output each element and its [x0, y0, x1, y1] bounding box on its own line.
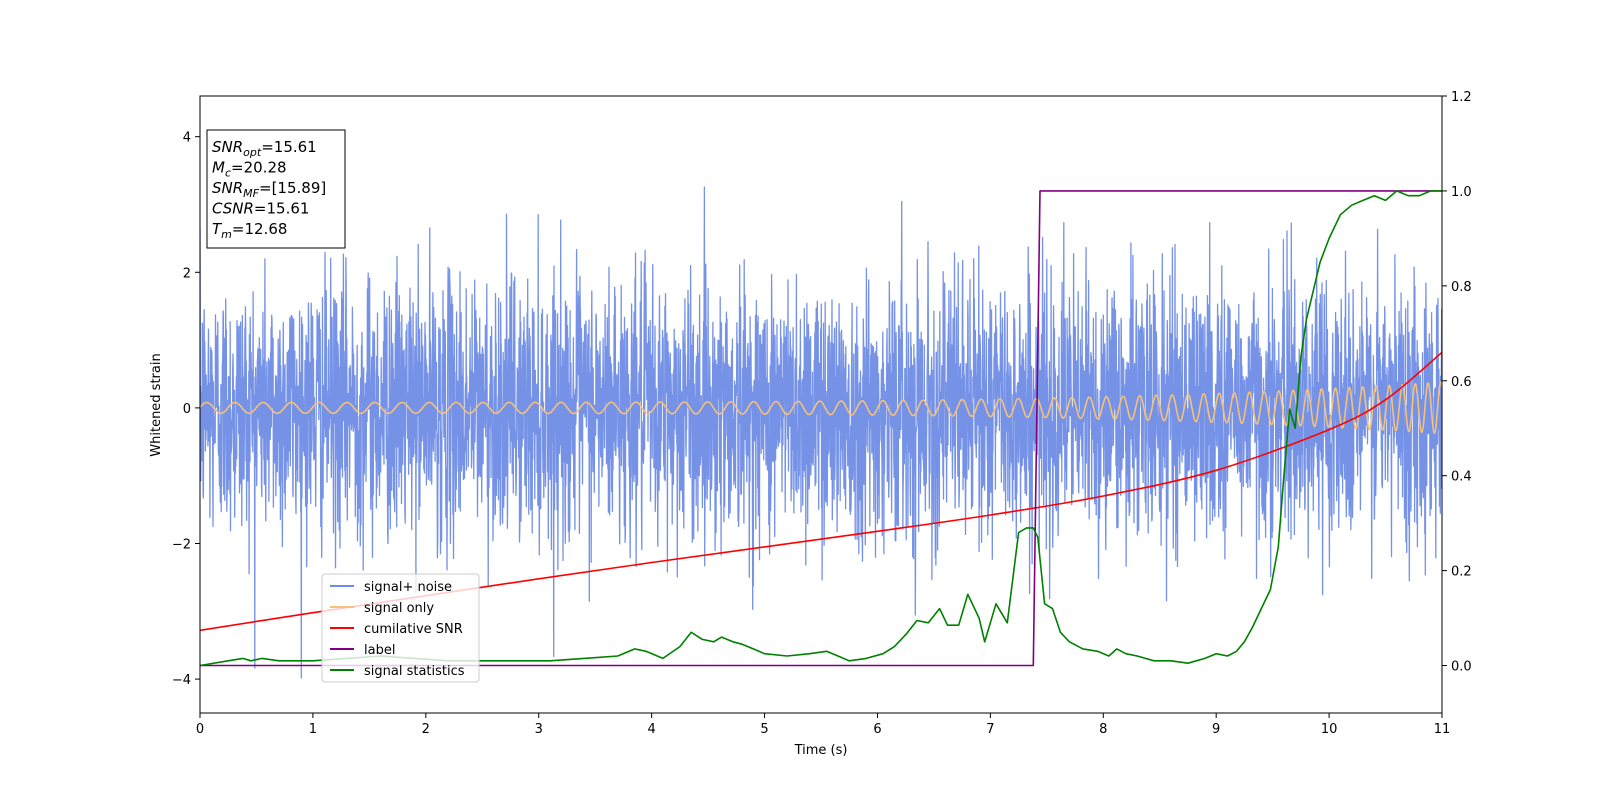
legend-label: signal+ noise	[364, 580, 452, 595]
y-tick-label: −4	[172, 673, 191, 688]
x-tick-label: 5	[760, 722, 768, 737]
legend-label: signal statistics	[364, 664, 465, 679]
y-tick-label: 4	[183, 131, 191, 146]
y-axis-title: Whitened strain	[149, 353, 164, 456]
y-tick-label: 2	[183, 266, 191, 281]
x-tick-label: 10	[1321, 722, 1338, 737]
info-box-line: SNRMF=[15.89]	[212, 179, 326, 200]
x-axis-title: Time (s)	[794, 743, 848, 758]
legend-frame	[321, 573, 480, 683]
y2-tick-label: 0.2	[1451, 565, 1472, 580]
x-tick-label: 4	[647, 722, 655, 737]
info-box-line: Tm=12.68	[212, 220, 287, 241]
legend-label: label	[364, 643, 395, 658]
x-tick-label: 2	[422, 722, 430, 737]
x-tick-label: 1	[309, 722, 317, 737]
x-tick-label: 9	[1212, 722, 1220, 737]
info-box-line: SNRopt=15.61	[212, 138, 317, 159]
y2-tick-label: 1.0	[1451, 185, 1472, 200]
y2-tick-label: 0.0	[1451, 660, 1472, 675]
info-box-line: CSNR=15.61	[212, 200, 309, 218]
y2-tick-label: 1.2	[1451, 90, 1472, 105]
series-line-0	[200, 186, 1442, 679]
legend-label: signal only	[364, 601, 434, 616]
info-box-frame	[206, 129, 346, 249]
y-tick-label: 0	[183, 402, 191, 417]
x-tick-label: 6	[873, 722, 881, 737]
y2-tick-label: 0.8	[1451, 280, 1472, 295]
legend-label: cumilative SNR	[364, 622, 463, 637]
series-line-4	[200, 190, 1442, 667]
y-tick-label: −2	[172, 537, 191, 552]
info-box-line: Mc=20.28	[212, 159, 287, 180]
plot-frame	[199, 95, 1443, 714]
x-tick-label: 3	[535, 722, 543, 737]
info-box: SNRopt=15.61Mc=20.28SNRMF=[15.89]CSNR=15…	[206, 129, 346, 249]
y2-tick-label: 0.4	[1451, 470, 1472, 485]
x-tick-label: 8	[1099, 722, 1107, 737]
legend: signal+ noise signal only cumilative SNR la…	[321, 573, 480, 683]
x-tick-label: 0	[196, 722, 204, 737]
x-tick-label: 11	[1434, 722, 1451, 737]
axes-layer: 0 1 2 3 4 5 6 7 8 9 10 11 −4 −2 0 2 4 0.0 0.2 0.4 0.6 0.8 1.0 1…	[172, 90, 1472, 737]
series-line-3	[200, 190, 1442, 667]
x-tick-label: 7	[986, 722, 994, 737]
series-line-1	[200, 381, 1442, 434]
y2-tick-label: 0.6	[1451, 375, 1472, 390]
